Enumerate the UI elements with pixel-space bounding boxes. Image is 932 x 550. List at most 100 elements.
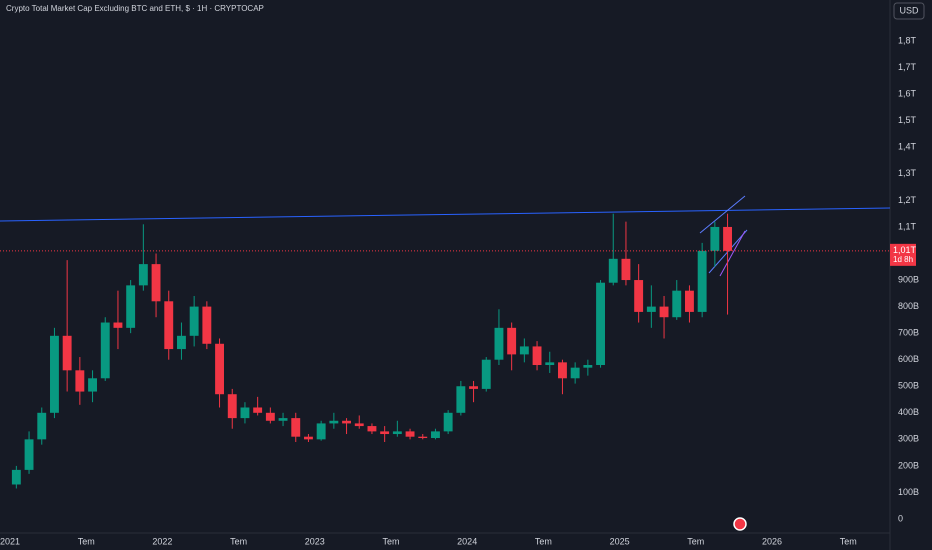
x-tick-label: Tem (535, 536, 552, 546)
candle-body (710, 226, 720, 251)
candle-body (532, 346, 542, 366)
price-countdown: 1d 8h (893, 255, 913, 264)
candle-body (75, 370, 85, 392)
candle-body (202, 306, 212, 344)
candle-body (329, 420, 339, 424)
candle-body (227, 394, 237, 419)
candle-body (596, 282, 605, 366)
y-tick-label: 1,8T (898, 35, 917, 45)
candle-body (151, 264, 161, 302)
candle-body (634, 280, 644, 312)
candle-body (519, 346, 529, 355)
candle-body (405, 431, 415, 437)
candle-body (291, 418, 301, 437)
candle-body (342, 420, 351, 424)
candle-body (164, 301, 174, 350)
y-tick-label: 100B (898, 487, 919, 497)
candle-body (558, 362, 567, 379)
candle-body (570, 367, 580, 379)
candle-body (481, 359, 491, 389)
candle-body (126, 285, 136, 328)
candle-body (138, 264, 148, 286)
candle-body (685, 290, 694, 312)
x-tick-label: 2023 (305, 536, 325, 546)
plot (11, 213, 732, 489)
currency-label[interactable]: USD (899, 5, 919, 15)
channel-line (699, 195, 746, 234)
candle-body (494, 327, 504, 360)
x-tick-label: 2024 (457, 536, 477, 546)
x-tick-label: 2021 (0, 536, 20, 546)
candle-body (469, 386, 478, 389)
candle-body (646, 306, 656, 312)
y-tick-label: 800B (898, 301, 919, 311)
candle-body (37, 412, 47, 440)
candle-body (545, 362, 555, 366)
y-tick-label: 300B (898, 434, 919, 444)
candle-body (88, 378, 97, 392)
candle-body (392, 431, 402, 435)
candle-body (316, 423, 326, 440)
x-tick-label: 2022 (152, 536, 172, 546)
x-tick-label: Tem (687, 536, 704, 546)
trend-line (0, 207, 891, 222)
candle-body (304, 436, 313, 440)
y-tick-label: 600B (898, 354, 919, 364)
currency-button[interactable] (893, 2, 925, 20)
candle-body (62, 335, 72, 371)
candle-body (253, 407, 263, 413)
candle-body (354, 423, 364, 427)
candle-body (50, 335, 59, 413)
candle-body (240, 407, 250, 419)
channel-line (719, 230, 746, 277)
y-tick-label: 700B (898, 328, 919, 338)
candle-body (177, 335, 186, 350)
candle-body (189, 306, 199, 336)
y-tick-label: 1,4T (898, 142, 917, 152)
candle-body (418, 436, 428, 439)
candle-body (11, 469, 21, 485)
candle-body (723, 226, 732, 251)
y-tick-label: 1,2T (898, 195, 917, 205)
candle-body (24, 439, 34, 470)
candle-body (672, 290, 682, 318)
x-tick-label: Tem (230, 536, 247, 546)
event-icon[interactable] (733, 517, 747, 531)
y-tick-label: 0 (898, 513, 903, 523)
price-label: 1,01T (893, 245, 917, 255)
x-tick-label: Tem (382, 536, 399, 546)
candle-body (278, 418, 288, 421)
y-tick-label: 500B (898, 381, 919, 391)
candle-body (456, 386, 466, 413)
candle-body (367, 426, 377, 432)
y-tick-label: 900B (898, 274, 919, 284)
y-tick-label: 1,6T (898, 89, 917, 99)
candle-body (431, 431, 440, 439)
candle-body (621, 258, 631, 281)
x-tick-label: 2026 (762, 536, 782, 546)
candle-body (443, 412, 453, 432)
x-tick-label: Tem (78, 536, 95, 546)
y-tick-label: 1,3T (898, 168, 917, 178)
candle-body (697, 250, 707, 312)
y-tick-label: 1,1T (898, 221, 917, 231)
x-tick-label: 2025 (610, 536, 630, 546)
candle-body (659, 306, 669, 318)
price-label-box (890, 243, 916, 266)
candle-body (100, 322, 110, 379)
candle-body (113, 322, 123, 328)
candle-body (215, 343, 224, 395)
y-tick-label: 1,7T (898, 62, 917, 72)
candle-body (265, 412, 275, 421)
candle-body (507, 327, 517, 355)
candle-body (608, 258, 618, 283)
chart-title: Crypto Total Market Cap Excluding BTC an… (6, 4, 264, 13)
candle-body (380, 431, 390, 435)
y-tick-label: 400B (898, 407, 919, 417)
y-tick-label: 200B (898, 460, 919, 470)
x-tick-label: Tem (840, 536, 857, 546)
candle-body (583, 365, 593, 368)
y-tick-label: 1,5T (898, 115, 917, 125)
